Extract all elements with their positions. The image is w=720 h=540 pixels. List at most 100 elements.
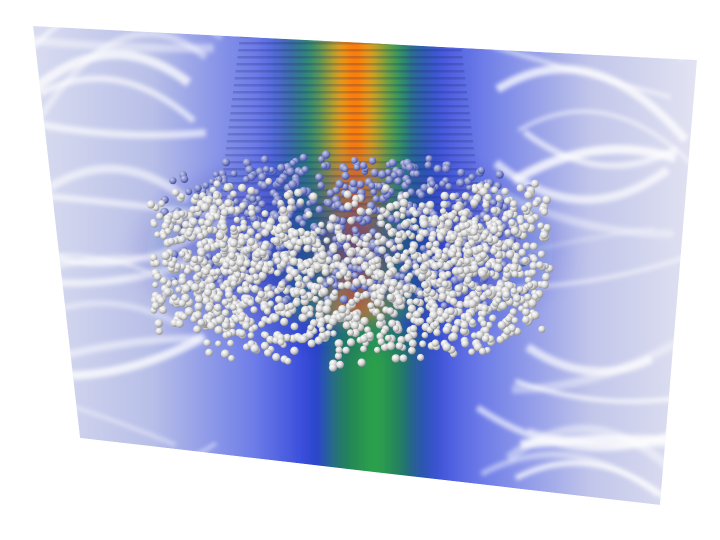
particle (392, 325, 400, 332)
particle (491, 186, 499, 194)
particle (182, 284, 191, 293)
particle (478, 269, 487, 278)
particle (352, 272, 359, 280)
particle (193, 325, 202, 334)
particle (240, 266, 247, 273)
particle (352, 314, 361, 322)
particle (278, 232, 286, 239)
particle (377, 220, 385, 228)
particle (346, 249, 355, 258)
particle (408, 246, 417, 255)
particle (272, 353, 281, 362)
particle (201, 238, 208, 246)
particle (197, 319, 205, 327)
particle (198, 218, 206, 226)
particle (353, 163, 361, 171)
particle (405, 163, 414, 172)
particle (212, 192, 220, 200)
particle (315, 241, 322, 249)
particle (449, 332, 459, 342)
particle (343, 257, 351, 265)
particle (347, 216, 355, 225)
particle (203, 244, 212, 252)
particle (522, 308, 531, 317)
particle (228, 259, 236, 267)
particle (372, 195, 380, 203)
particle (374, 346, 381, 354)
particle (156, 212, 164, 220)
particle (340, 234, 347, 241)
particle (280, 296, 290, 306)
particle (474, 255, 482, 263)
particle (238, 314, 245, 322)
particle (322, 304, 331, 314)
particle (444, 270, 452, 278)
fringe-line (233, 84, 467, 87)
particle (242, 321, 251, 330)
particle (350, 321, 359, 330)
particle (328, 214, 337, 223)
particle (171, 188, 180, 197)
field-streak (511, 144, 677, 185)
particle (433, 164, 442, 174)
particle (459, 326, 469, 336)
particle (540, 280, 549, 289)
particle (526, 282, 534, 289)
particle (395, 342, 404, 350)
particle (206, 276, 215, 285)
particle (261, 265, 270, 274)
particle (288, 180, 297, 189)
particle (336, 360, 344, 369)
particle (203, 288, 212, 297)
particle (369, 228, 377, 236)
particle (475, 330, 485, 340)
field-streak (517, 109, 697, 183)
particle (399, 273, 406, 281)
particle (277, 338, 285, 346)
particle (456, 301, 464, 309)
particle (503, 266, 510, 273)
fringe-line (237, 56, 463, 59)
particle (335, 346, 343, 354)
particle (272, 236, 281, 245)
particle (178, 250, 186, 258)
particle (318, 326, 326, 334)
particle (230, 170, 238, 178)
particle (352, 278, 361, 287)
particle (438, 316, 446, 324)
particle (405, 230, 412, 237)
particle (283, 333, 291, 342)
particle (303, 244, 312, 253)
particle (419, 219, 429, 229)
particle (366, 331, 374, 340)
particle (511, 317, 519, 324)
particle (529, 242, 538, 251)
particle (290, 346, 299, 355)
particle (330, 246, 338, 254)
particle (368, 182, 376, 190)
particle (245, 246, 252, 253)
particle (334, 339, 344, 348)
particle (516, 286, 524, 293)
particle (481, 334, 490, 343)
particle (449, 233, 458, 241)
particle (192, 193, 200, 200)
particle (330, 330, 337, 337)
particle (286, 205, 294, 212)
particle (260, 243, 269, 251)
particle (221, 268, 230, 276)
particle (440, 191, 449, 201)
particle (379, 207, 386, 214)
particle (486, 236, 494, 244)
particle (508, 219, 516, 227)
particle (459, 215, 468, 223)
particle (245, 275, 255, 284)
particle (442, 325, 451, 335)
particle (315, 304, 324, 313)
particle (285, 273, 294, 282)
particle (161, 251, 171, 260)
particle (396, 243, 404, 251)
particle (480, 310, 487, 317)
particle (213, 212, 221, 221)
